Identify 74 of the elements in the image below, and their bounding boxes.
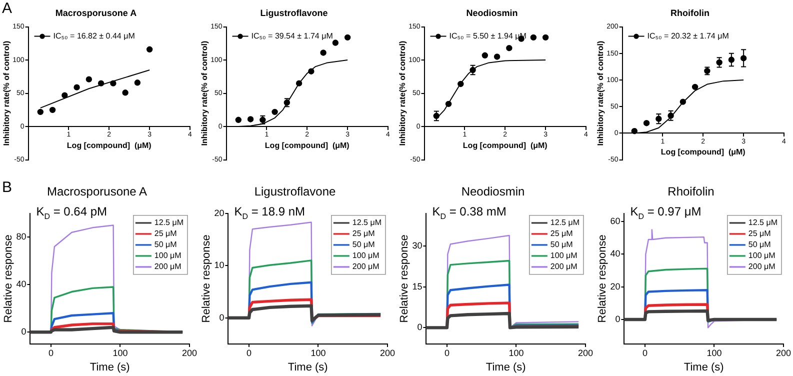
chart-title: Macrosporusone A [55, 8, 138, 18]
y-tick-label: 0 [417, 322, 422, 332]
x-tick-label: 0 [48, 348, 54, 358]
x-tick-label: 0 [444, 348, 450, 358]
y-axis-title: Inhibitory rate(% of control) [200, 40, 210, 146]
y-tick-label: 20 [214, 208, 224, 218]
legend-label: 200 μM [154, 262, 182, 272]
legend-label: 25 μM [352, 229, 376, 238]
x-axis-title: Log [compound] (μM) [264, 140, 350, 150]
x-tick-label: 200 [776, 348, 792, 358]
x-tick-label: 200 [182, 348, 198, 358]
chart-title: Rhoifolin [668, 184, 714, 199]
x-axis-title: Log [compound] (μM) [462, 140, 548, 150]
y-tick-label: 0 [21, 326, 26, 337]
x-tick-label: 0 [642, 348, 648, 358]
legend-label: 25 μM [550, 229, 574, 238]
y-tick-label: 0 [219, 312, 224, 322]
panel-letter: A [2, 0, 12, 17]
legend-label: 25 μM [748, 229, 772, 238]
y-axis-title: Relative response [596, 234, 609, 323]
y-axis-title: Inhibitory rate(% of control) [2, 40, 12, 146]
chart-title: Macrosporusone A [46, 184, 148, 199]
legend-label: 12.5 μM [352, 218, 382, 228]
legend-label: 50 μM [154, 240, 178, 250]
y-axis-title: Relative response [2, 234, 15, 323]
legend-label: 100 μM [748, 251, 776, 260]
y-tick-label: 10 [214, 260, 224, 270]
y-tick-label: 20 [610, 281, 620, 292]
legend-label: 50 μM [352, 240, 376, 250]
chart-title: Rhoifolin [670, 8, 710, 18]
x-tick-label: 100 [706, 348, 722, 358]
x-tick-label: 0 [246, 348, 252, 358]
x-axis-title: Time (s) [684, 361, 724, 374]
x-tick-label: 100 [508, 348, 524, 358]
y-axis-title: Relative response [200, 234, 213, 323]
x-tick-label: 200 [578, 348, 594, 358]
x-axis-title: Time (s) [90, 361, 130, 374]
legend-label: 100 μM [154, 251, 182, 260]
y-tick-label: 60 [610, 216, 620, 226]
legend-label: 25 μM [154, 229, 178, 238]
x-tick-label: 100 [310, 348, 326, 358]
y-tick-label: 15 [412, 281, 422, 292]
chart-title: Neodiosmin [461, 184, 525, 199]
legend-label: 100 μM [550, 251, 578, 260]
x-axis-title: Log [compound] (μM) [660, 148, 746, 157]
y-tick-label: 30 [412, 240, 422, 251]
legend-label: 12.5 μM [154, 218, 184, 228]
legend-label: 12.5 μM [550, 218, 580, 228]
legend-label: 200 μM [352, 262, 380, 272]
chart-title: Neodiosmin [466, 8, 518, 18]
legend-label: 50 μM [748, 240, 772, 250]
legend-label: 50 μM [550, 240, 574, 250]
legend-label: 200 μM [748, 262, 776, 272]
chart-title: Ligustroflavone [254, 184, 336, 199]
legend-label: IC₅₀ = 20.32 ± 1.74 μM [647, 32, 730, 41]
x-axis-title: Time (s) [288, 361, 328, 374]
y-axis-title: Inhibitory rate(% of control) [596, 40, 606, 146]
y-axis-title: Relative response [398, 234, 411, 323]
x-axis-title: Time (s) [486, 361, 526, 374]
y-tick-label: 40 [16, 279, 26, 290]
legend-label: 12.5 μM [748, 218, 778, 228]
x-axis-title: Log [compound] (μM) [66, 140, 152, 150]
y-tick-label: 40 [610, 248, 620, 259]
x-tick-label: 200 [380, 348, 396, 358]
panel-letter: B [2, 179, 12, 196]
y-tick-label: 0 [615, 314, 620, 324]
y-tick-label: 80 [16, 232, 26, 242]
legend-label: 100 μM [352, 251, 380, 260]
chart-title: Ligustroflavone [260, 8, 328, 18]
legend-label: IC₅₀ = 16.82 ± 0.44 μM [53, 32, 136, 41]
y-axis-title: Inhibitory rate(% of control) [398, 40, 408, 146]
legend-label: 200 μM [550, 262, 578, 272]
x-tick-label: 100 [112, 348, 128, 358]
legend-label: IC₅₀ = 39.54 ± 1.74 μM [251, 32, 334, 41]
